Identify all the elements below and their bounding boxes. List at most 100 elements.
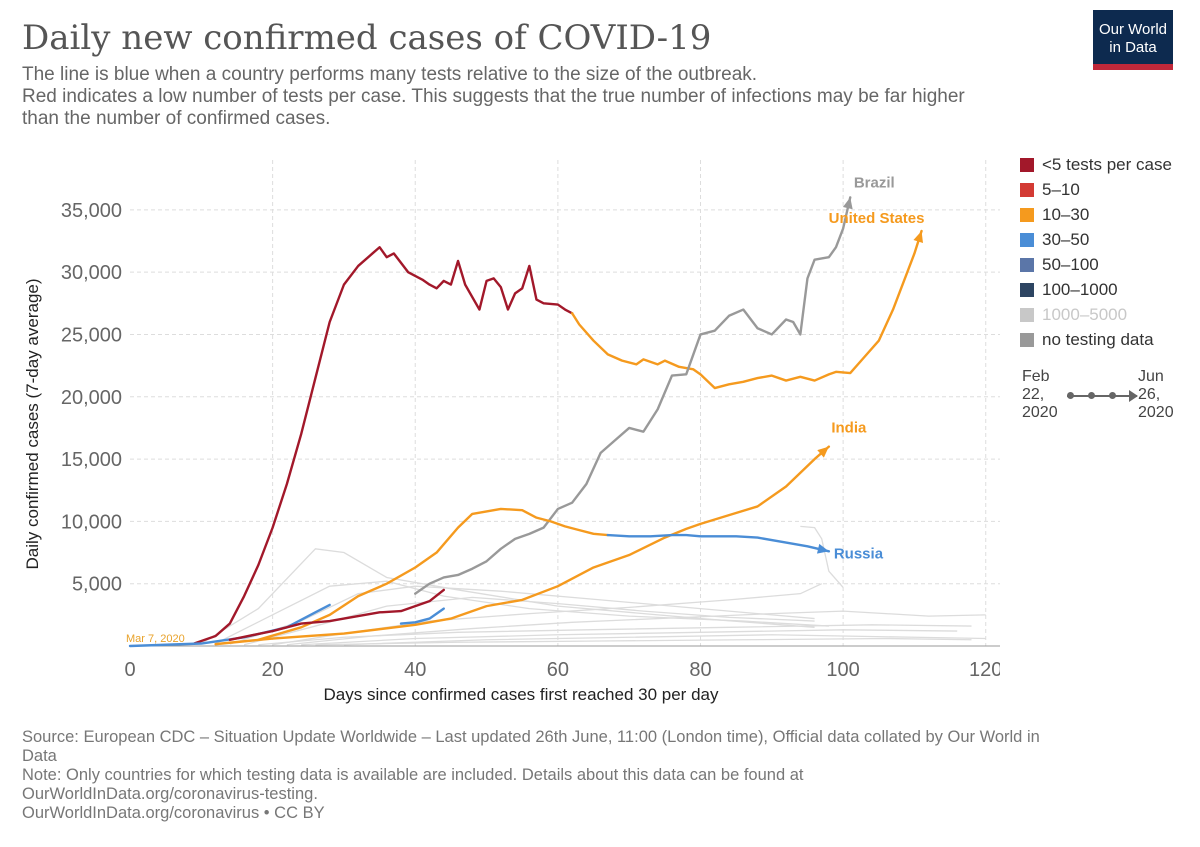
series-line [257,507,609,641]
timeline-end-year: 2020 [1138,404,1174,421]
legend-label: no testing data [1042,329,1154,349]
x-axis-title: Days since confirmed cases first reached… [324,685,719,704]
series-line [570,229,923,390]
legend-swatch [1020,282,1034,297]
x-tick-label: 0 [124,659,135,681]
country-label: Brazil [854,174,895,191]
legend-swatch [1020,207,1034,222]
timeline-handle[interactable] [1067,392,1074,399]
background-country-line [258,624,972,646]
timeline-end: Jun 26, 2020 [1138,368,1188,422]
legend-item[interactable]: 100–1000 [1020,277,1172,302]
legend-label: 5–10 [1042,179,1080,199]
x-tick-label: 20 [261,659,283,681]
footer-line: Source: European CDC – Situation Update … [22,728,1040,746]
timeline-start-month: Feb [1022,368,1050,385]
country-label: United States [829,210,925,227]
our-world-in-data-logo[interactable]: Our World in Data [1093,10,1173,70]
x-tick-label: 80 [689,659,711,681]
legend-item[interactable]: no testing data [1020,327,1172,352]
line-end-arrow-icon [817,446,829,458]
timeline-arrow-icon[interactable] [1129,390,1139,402]
logo-line: in Data [1109,39,1157,56]
legend-swatch [1020,332,1034,347]
y-tick-label: 5,000 [72,574,122,596]
legend-swatch [1020,157,1034,172]
line-chart: 5,000 10,000 15,000 20,000 25,000 30,000 35,00… [23,160,1000,704]
footer-line: OurWorldInData.org/coronavirus-testing. [22,785,318,803]
timeline-start: Feb 22, 2020 [1022,368,1067,422]
timeline-end-month: Jun [1138,368,1164,385]
subtitle-line: Red indicates a low number of tests per … [22,86,965,107]
legend-label: 1000–5000 [1042,304,1128,324]
x-tick-label: 120 [969,659,1000,681]
series-line [192,246,574,645]
legend-label: 50–100 [1042,254,1099,274]
line-end-arrow-icon [842,197,853,210]
x-tick-label: 100 [826,659,859,681]
legend-swatch [1020,257,1034,272]
y-tick-label: 20,000 [61,387,122,409]
background-country-line [229,585,815,645]
timeline-marker [1109,392,1116,399]
timeline-start-year: 2020 [1022,404,1058,421]
country-label: Russia [834,545,884,562]
series-layer [128,196,923,648]
background-country-line [315,637,972,646]
legend-item[interactable]: <5 tests per case [1020,152,1172,177]
background-country-line [200,548,815,645]
background-country-line [215,580,829,645]
grid-lines [130,160,1000,647]
line-end-arrow-icon [913,231,923,244]
legend-label: 10–30 [1042,204,1090,224]
series-line [606,533,831,553]
line-end-arrow-icon [817,543,829,554]
timeline-marker [1088,392,1095,399]
legend-label: 100–1000 [1042,279,1118,299]
background-country-line [301,629,958,646]
timeline-start-day: 22, [1022,386,1045,403]
series-line [414,196,852,595]
legend-swatch [1020,307,1034,322]
series-line [228,588,445,641]
chart-footer: Source: European CDC – Situation Update … [22,728,1200,823]
chart-subtitle: The line is blue when a country performs… [22,64,1032,130]
y-tick-label: 35,000 [61,200,122,222]
legend-swatch [1020,182,1034,197]
legend-item[interactable]: 5–10 [1020,177,1172,202]
y-axis-title: Daily confirmed cases (7-day average) [23,278,42,569]
x-tick-label: 60 [547,659,569,681]
timeline-track[interactable] [1067,390,1138,402]
chart-title: Daily new confirmed cases of COVID-19 [22,18,712,58]
footer-line: OurWorldInData.org/coronavirus • CC BY [22,804,325,822]
y-tick-label: 30,000 [61,262,122,284]
legend-item[interactable]: 1000–5000 [1020,302,1172,327]
subtitle-line: than the number of confirmed cases. [22,108,331,129]
timeline-end-day: 26, [1138,386,1161,403]
footer-line: Data [22,747,57,765]
legend-item[interactable]: 10–30 [1020,202,1172,227]
subtitle-line: The line is blue when a country performs… [22,64,758,85]
country-label: India [831,420,867,437]
legend-label: <5 tests per case [1042,154,1172,174]
y-tick-label: 15,000 [61,449,122,471]
x-tick-label: 40 [404,659,426,681]
background-country-lines [200,525,986,646]
label-layer: United States Brazil India Russia [817,174,924,562]
legend-swatch [1020,232,1034,247]
timeline-slider[interactable]: Feb 22, 2020 Jun 26, 2020 [1022,368,1187,428]
background-country-line [343,634,986,646]
background-country-line [286,610,986,646]
logo-line: Our World [1098,21,1168,38]
tick-layer: 5,000 10,000 15,000 20,000 25,000 30,000 35,00… [61,200,1000,681]
footer-line: Note: Only countries for which testing d… [22,766,804,784]
legend-item[interactable]: 50–100 [1020,252,1172,277]
start-date-annotation: Mar 7, 2020 [126,633,185,645]
legend-label: 30–50 [1042,229,1090,249]
background-country-line [800,525,844,588]
legend: <5 tests per case 5–10 10–30 30–50 50–100 100… [1020,152,1172,352]
y-tick-label: 10,000 [61,511,122,533]
legend-item[interactable]: 30–50 [1020,227,1172,252]
series-line [214,445,831,646]
series-line [399,607,445,625]
